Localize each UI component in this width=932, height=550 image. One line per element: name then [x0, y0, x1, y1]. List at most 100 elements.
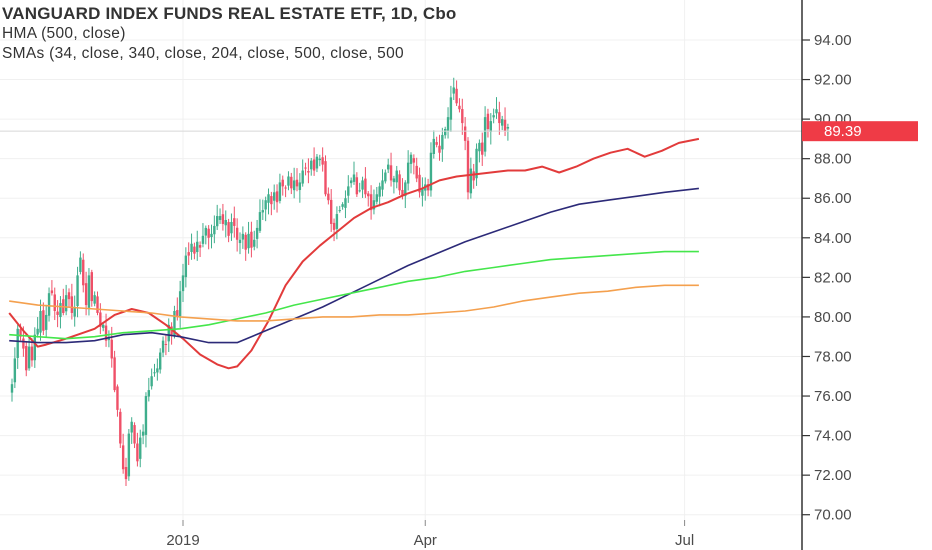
candle-body — [22, 338, 25, 349]
candle-body — [247, 233, 250, 249]
candle-body — [469, 168, 473, 194]
candle-body — [87, 275, 91, 308]
candle-body — [364, 178, 367, 195]
candle — [210, 224, 213, 249]
candle-body — [216, 216, 219, 227]
candle-body — [304, 167, 307, 169]
candle — [96, 291, 99, 316]
candle-body — [36, 328, 39, 335]
candle — [104, 313, 108, 347]
candle-body — [375, 194, 378, 202]
candle-body — [358, 190, 361, 192]
candle-body — [176, 310, 179, 317]
candle-body — [429, 152, 433, 191]
candle — [196, 230, 199, 261]
candle — [409, 152, 413, 174]
candle-body — [392, 178, 396, 183]
candle-body — [196, 241, 199, 253]
candle — [295, 168, 299, 192]
candle — [458, 98, 461, 113]
candle-body — [139, 437, 142, 459]
candle-body — [307, 170, 310, 173]
candle-body — [486, 113, 490, 130]
indicator-hma-label[interactable]: HMA (500, close) — [2, 25, 126, 42]
candle-body — [381, 180, 384, 190]
candle-body — [367, 193, 370, 197]
candle-body — [310, 160, 313, 170]
y-tick-label: 82.00 — [814, 269, 852, 286]
candle — [230, 213, 233, 241]
candle — [213, 215, 216, 244]
candle — [16, 324, 19, 369]
candle — [395, 165, 398, 189]
symbol-title[interactable]: VANGUARD INDEX FUNDS REAL ESTATE ETF, 1D… — [2, 4, 457, 23]
candle-body — [369, 194, 373, 211]
candle-body — [472, 171, 475, 181]
candle-body — [64, 295, 68, 312]
candle-body — [475, 148, 478, 179]
series-line-sma_green — [9, 250, 699, 340]
candle — [492, 108, 495, 124]
price-axis-ticks: 98.0094.0092.0090.0088.0086.0084.0082.00… — [802, 32, 852, 524]
candle-body — [136, 443, 139, 462]
candle — [475, 143, 478, 186]
candle-body — [295, 179, 299, 187]
candle-body — [347, 186, 350, 196]
candle-body — [273, 192, 276, 201]
candle-body — [438, 145, 441, 153]
candle-body — [213, 225, 216, 235]
candle-body — [173, 310, 176, 336]
candle-body — [210, 233, 213, 238]
candle-body — [264, 200, 267, 210]
candle-body — [56, 311, 59, 315]
candle-body — [167, 324, 170, 342]
candle — [301, 159, 304, 187]
candle-body — [275, 191, 279, 203]
candle — [139, 429, 142, 468]
candle — [36, 317, 39, 338]
candle — [449, 85, 453, 132]
candle — [441, 127, 444, 162]
candle-body — [372, 200, 376, 210]
candle-body — [312, 159, 316, 171]
price-axis-area[interactable] — [802, 0, 932, 550]
candle-body — [124, 466, 128, 480]
candle-body — [463, 126, 467, 141]
candle — [281, 175, 284, 196]
candle-body — [53, 294, 56, 311]
candle — [184, 247, 188, 288]
candle — [67, 288, 71, 307]
candle — [341, 202, 344, 210]
candle — [327, 187, 330, 205]
candle — [290, 172, 293, 195]
candle — [463, 117, 467, 151]
indicator-smas-label[interactable]: SMAs (34, close, 340, close, 204, close,… — [2, 45, 404, 62]
y-tick-label: 78.00 — [814, 348, 852, 365]
candle — [344, 190, 347, 219]
candle — [113, 350, 116, 393]
candle-body — [398, 174, 401, 191]
candle-body — [441, 134, 444, 150]
candle-body — [30, 346, 34, 361]
x-tick-label: Jul — [675, 532, 694, 549]
y-tick-label: 94.00 — [814, 32, 852, 49]
candle — [238, 232, 242, 255]
candle — [352, 161, 356, 185]
candle — [472, 163, 475, 189]
series-line-hma — [8, 137, 700, 370]
candle — [292, 167, 296, 199]
candle — [372, 189, 376, 215]
candle — [207, 225, 210, 250]
candle-body — [76, 275, 79, 307]
candle — [452, 77, 455, 101]
candle — [33, 327, 36, 368]
candle — [224, 210, 227, 238]
candle — [90, 269, 93, 307]
candle — [218, 208, 222, 224]
candle-body — [258, 212, 262, 231]
candle — [156, 358, 159, 381]
candle — [64, 284, 68, 316]
candle-body — [278, 182, 282, 201]
candle — [444, 126, 447, 139]
